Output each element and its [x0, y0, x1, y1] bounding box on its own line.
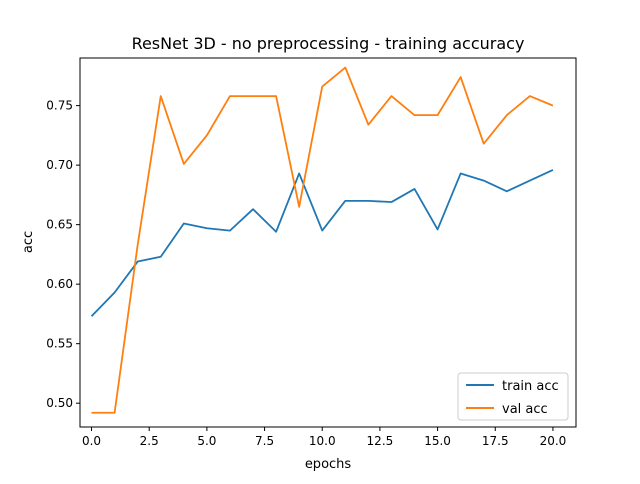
x-tick-label: 5.0 — [197, 434, 216, 448]
y-tick-label: 0.75 — [46, 99, 73, 113]
x-tick-label: 15.0 — [424, 434, 451, 448]
x-tick-label: 20.0 — [540, 434, 567, 448]
y-axis-label: acc — [21, 231, 36, 253]
y-tick-label: 0.65 — [46, 218, 73, 232]
axes-frame — [79, 57, 577, 428]
x-tick-label: 7.5 — [255, 434, 274, 448]
x-tick-label: 12.5 — [367, 434, 394, 448]
y-axis-ticks: 0.50 0.55 0.60 0.65 0.70 0.75 — [46, 99, 80, 410]
legend-label-val-acc: val acc — [502, 402, 548, 417]
plot-area — [79, 57, 577, 428]
x-tick-label: 17.5 — [482, 434, 509, 448]
y-tick-label: 0.50 — [46, 396, 73, 410]
legend: train acc val acc — [457, 372, 569, 421]
y-tick-label: 0.70 — [46, 158, 73, 172]
x-tick-label: 0.0 — [82, 434, 101, 448]
chart-title: ResNet 3D - no preprocessing - training … — [132, 34, 525, 53]
legend-label-train-acc: train acc — [502, 379, 559, 394]
x-axis-label: epochs — [305, 457, 352, 472]
series-line-train-acc — [90, 169, 554, 317]
series-layer — [90, 66, 554, 414]
y-tick-label: 0.60 — [46, 277, 73, 291]
x-tick-label: 10.0 — [309, 434, 336, 448]
x-tick-label: 2.5 — [140, 434, 159, 448]
series-line-val-acc — [91, 66, 554, 414]
y-tick-label: 0.55 — [46, 337, 73, 351]
x-axis-ticks: 0.0 2.5 5.0 7.5 10.0 12.5 15.0 17.5 20.0 — [82, 427, 566, 448]
